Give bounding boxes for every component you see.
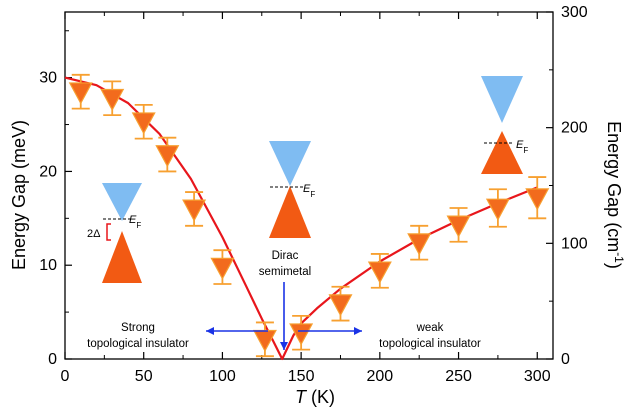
- strong-inset-lower-cone: [102, 231, 142, 283]
- x-tick-label-6: 300: [524, 368, 551, 385]
- data-point-1: [100, 80, 125, 117]
- strong-ti-label-line1: Strong: [121, 322, 155, 334]
- y-tick-label-1: 10: [39, 257, 57, 274]
- band-insets-layer: [102, 76, 523, 350]
- triangle-marker-7: [289, 323, 314, 346]
- data-point-6: [252, 321, 277, 358]
- x-tick-label-0: 0: [61, 368, 70, 385]
- gap-bracket: [106, 223, 111, 241]
- fermi-label-strong: EF: [129, 214, 141, 230]
- triangle-marker-8: [328, 294, 353, 317]
- data-point-12: [485, 188, 510, 228]
- data-point-0: [68, 73, 93, 110]
- data-point-9: [367, 253, 392, 289]
- data-point-2: [131, 103, 156, 140]
- weak-arrow-head: [354, 327, 362, 335]
- triangle-marker-12: [485, 198, 510, 221]
- triangle-marker-1: [100, 88, 125, 112]
- triangle-marker-5: [210, 257, 235, 280]
- data-point-3: [155, 136, 180, 173]
- triangle-marker-10: [407, 233, 432, 256]
- triangle-marker-11: [446, 215, 471, 238]
- dirac-label-line2: semimetal: [259, 266, 311, 278]
- triangle-marker-4: [182, 199, 207, 222]
- weak-inset-upper-cone: [481, 76, 523, 123]
- data-point-13: [525, 176, 550, 220]
- weak-inset-lower-cone: [481, 131, 523, 174]
- dirac-inset-upper-cone: [269, 141, 311, 186]
- data-point-11: [446, 207, 471, 243]
- triangle-marker-2: [131, 112, 156, 135]
- data-point-10: [407, 224, 432, 261]
- y-tick-label-0: 0: [48, 351, 57, 368]
- triangle-marker-3: [155, 145, 180, 168]
- x-tick-label-1: 50: [135, 368, 153, 385]
- x-axis-label: T (K): [295, 387, 335, 407]
- x-tick-label-4: 200: [366, 368, 393, 385]
- y2-tick-label-3: 300: [561, 4, 588, 21]
- data-markers-layer: [68, 73, 550, 358]
- y2-tick-label-2: 200: [561, 120, 588, 137]
- strong-arrow-head: [206, 327, 214, 335]
- data-point-5: [210, 249, 235, 285]
- y-axis-label: Energy Gap (meV): [9, 120, 29, 270]
- dirac-inset-lower-cone: [269, 186, 311, 238]
- y2-axis-label: Energy Gap (cm-1): [604, 121, 626, 269]
- x-tick-label-2: 100: [209, 368, 236, 385]
- strong-inset-upper-cone: [102, 183, 142, 221]
- triangle-marker-13: [525, 188, 550, 211]
- fermi-label-weak: EF: [516, 139, 528, 155]
- data-point-7: [289, 314, 314, 351]
- triangle-marker-0: [68, 82, 93, 105]
- weak-ti-label-line1: weak: [416, 322, 444, 334]
- weak-ti-label-line2: topological insulator: [379, 338, 481, 350]
- strong-ti-label-line2: topological insulator: [87, 338, 189, 350]
- dirac-arrow-head: [280, 342, 288, 350]
- data-point-8: [328, 285, 353, 322]
- y-tick-label-3: 30: [39, 70, 57, 87]
- data-point-4: [182, 191, 207, 227]
- x-tick-label-5: 250: [445, 368, 472, 385]
- gap-label: 2Δ: [87, 228, 101, 240]
- triangle-marker-9: [367, 261, 392, 284]
- y2-tick-label-1: 100: [561, 235, 588, 252]
- y-tick-label-2: 20: [39, 163, 57, 180]
- x-tick-label-3: 150: [288, 368, 315, 385]
- dirac-label-line1: Dirac: [272, 250, 299, 262]
- fermi-label-dirac: EF: [303, 183, 315, 199]
- y2-tick-label-0: 0: [561, 351, 570, 368]
